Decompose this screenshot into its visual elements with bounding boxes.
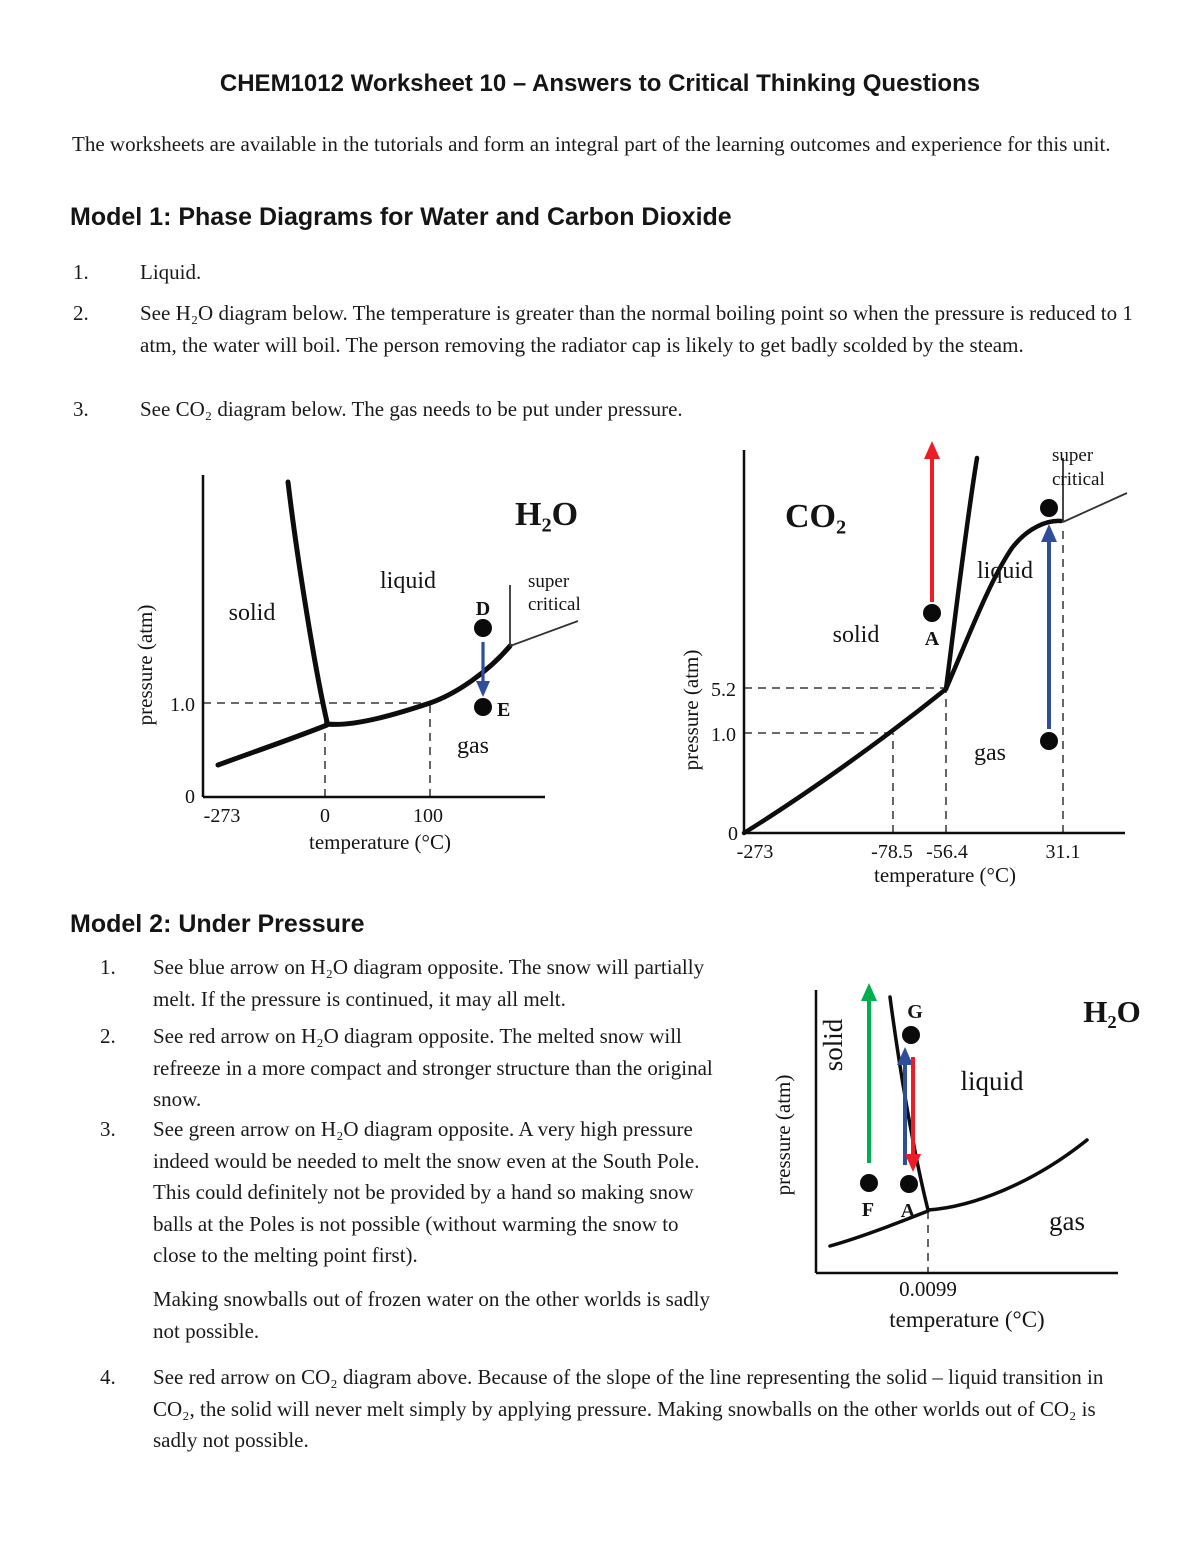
point-e-label: E (497, 699, 510, 721)
blue-arrowhead (897, 1047, 913, 1065)
liquid-gas-boundary (324, 643, 513, 727)
list-text: See red arrow on CO₂ diagram above. Beca… (153, 1365, 1104, 1452)
supercritical-point-dot (1040, 499, 1058, 517)
x-tick: 100 (413, 805, 443, 827)
list-item: 1. Liquid. (73, 257, 1150, 289)
solid-liquid-boundary (285, 479, 330, 725)
supercritical-line (1062, 492, 1128, 523)
region-liquid: liquid (380, 568, 436, 594)
point-a-label: A (925, 628, 940, 650)
y-tick: 0 (185, 786, 195, 808)
region-solid: solid (818, 1018, 848, 1071)
list-item: 3. See green arrow on H₂O diagram opposi… (100, 1114, 718, 1272)
blue-arrowhead (476, 681, 490, 697)
x-tick: -78.5 (871, 841, 913, 863)
region-gas: gas (457, 733, 489, 759)
list-text: See H₂O diagram below. The temperature i… (140, 301, 1133, 357)
region-supercritical: critical (528, 594, 581, 615)
list-number: 3. (73, 397, 89, 421)
list-number: 1. (100, 955, 116, 979)
x-tick: 0.0099 (899, 1277, 957, 1301)
blue-arrowhead (1041, 524, 1057, 542)
point-g-dot (902, 1026, 920, 1044)
green-arrowhead (861, 983, 877, 1001)
list-item: 4. See red arrow on CO₂ diagram above. B… (100, 1362, 1138, 1457)
point-g-label: G (907, 1001, 923, 1023)
y-axis-label: pressure (atm) (133, 605, 157, 726)
list-number: 3. (100, 1117, 116, 1141)
liquid-gas-boundary (926, 1138, 1089, 1212)
region-liquid: liquid (977, 558, 1033, 584)
y-tick: 1.0 (170, 694, 195, 716)
red-arrowhead (924, 441, 940, 459)
gas-point-dot (1040, 732, 1058, 750)
list-number: 1. (73, 260, 89, 284)
list-text: See green arrow on H₂O diagram opposite.… (153, 1117, 700, 1267)
point-f-dot (860, 1174, 878, 1192)
x-axis-label: temperature (°C) (309, 830, 451, 854)
y-axis-label: pressure (atm) (771, 1075, 795, 1196)
x-tick: -273 (204, 805, 241, 827)
region-gas: gas (974, 740, 1006, 766)
diagram-title: H₂O (515, 496, 578, 533)
h2o-phase-diagram: H₂O liquid solid gas super critical D E … (133, 475, 581, 854)
h2o-phase-diagram-model2: H₂O solid liquid gas G F A 0.0099 temper… (771, 983, 1141, 1332)
diagram-title: CO₂ (785, 498, 846, 535)
model1-heading: Model 1: Phase Diagrams for Water and Ca… (70, 203, 732, 231)
list-item: 2. See H₂O diagram below. The temperatur… (73, 298, 1150, 361)
point-d-dot (474, 619, 492, 637)
region-solid: solid (833, 622, 880, 648)
list-number: 2. (100, 1024, 116, 1048)
x-tick: -56.4 (926, 841, 968, 863)
point-a-dot (923, 604, 941, 622)
note-paragraph: Making snowballs out of frozen water on … (153, 1287, 710, 1343)
list-item: 2. See red arrow on H₂O diagram opposite… (100, 1021, 718, 1116)
region-supercritical: super (1052, 445, 1094, 466)
list-text: See red arrow on H₂O diagram opposite. T… (153, 1024, 713, 1111)
point-a-dot (900, 1175, 918, 1193)
list-text: Liquid. (140, 260, 202, 284)
solid-liquid-boundary (943, 455, 980, 692)
solid-gas-boundary (828, 1209, 930, 1248)
list-text: See CO₂ diagram below. The gas needs to … (140, 397, 683, 421)
point-a-label: A (901, 1200, 916, 1222)
x-tick: 31.1 (1046, 841, 1081, 863)
x-axis-label: temperature (°C) (889, 1307, 1044, 1332)
y-tick: 0 (728, 823, 738, 845)
list-number: 4. (100, 1365, 116, 1389)
region-liquid: liquid (960, 1066, 1024, 1096)
intro-paragraph: The worksheets are available in the tuto… (72, 132, 1111, 156)
list-number: 2. (73, 301, 89, 325)
x-tick: 0 (320, 805, 330, 827)
point-e-dot (474, 698, 492, 716)
model2-heading: Model 2: Under Pressure (70, 910, 365, 938)
liquid-gas-boundary (943, 518, 1064, 692)
y-tick: 1.0 (711, 724, 736, 746)
red-arrowhead (905, 1154, 921, 1172)
x-axis-label: temperature (°C) (874, 863, 1016, 887)
co2-phase-diagram: CO₂ solid liquid gas super critical A 5.… (679, 441, 1128, 887)
point-d-label: D (476, 598, 490, 620)
region-gas: gas (1049, 1206, 1085, 1236)
region-supercritical: super (528, 571, 570, 592)
list-text: See blue arrow on H₂O diagram opposite. … (153, 955, 705, 1011)
solid-gas-boundary (741, 686, 949, 836)
page-title: CHEM1012 Worksheet 10 – Answers to Criti… (219, 70, 981, 97)
region-solid: solid (229, 600, 276, 626)
diagram-title: H₂O (1083, 994, 1141, 1029)
solid-gas-boundary (215, 722, 330, 768)
y-tick: 5.2 (711, 679, 736, 701)
y-axis-label: pressure (atm) (679, 650, 703, 771)
supercritical-line (509, 620, 579, 647)
list-item: 3. See CO₂ diagram below. The gas needs … (73, 394, 1150, 426)
x-tick: -273 (737, 841, 774, 863)
list-item: 1. See blue arrow on H₂O diagram opposit… (100, 952, 718, 1015)
point-f-label: F (862, 1199, 874, 1221)
region-supercritical: critical (1052, 469, 1105, 490)
